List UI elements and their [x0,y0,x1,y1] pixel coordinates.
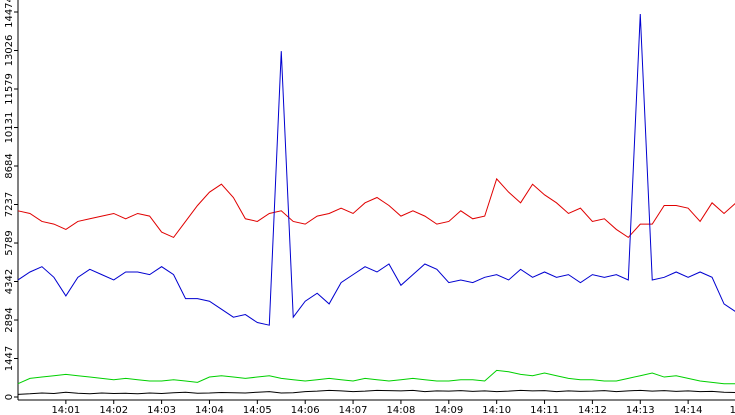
y-tick-label: 2894 [4,307,15,332]
series-line [17,369,735,385]
x-tick-label: 14:13 [626,405,655,415]
y-tick-label: 7237 [4,192,15,217]
x-tick-label: 14:14 [674,405,703,415]
x-tick-label: 14:03 [147,405,176,415]
x-tick-label: 14:05 [243,405,272,415]
series-line [17,13,735,326]
x-tick-label: 14:07 [339,405,368,415]
y-tick-label: 5789 [4,230,15,255]
y-tick-label: 11579 [4,73,15,105]
y-tick-label: 0 [4,394,15,400]
x-tick-label: 14 [730,405,735,415]
x-tick-label: 14:10 [482,405,511,415]
x-tick-label: 14:08 [387,405,416,415]
x-tick-label: 14:12 [578,405,607,415]
y-tick-label: 8684 [4,153,15,178]
y-tick-label: 13026 [4,35,15,67]
x-tick-label: 14:02 [99,405,128,415]
y-tick-label: 4342 [4,269,15,294]
y-tick-label: 1447 [4,346,15,371]
x-tick-label: 14:06 [291,405,320,415]
y-tick-label: 10131 [4,112,15,144]
x-tick-label: 14:01 [51,405,80,415]
x-tick-label: 14:09 [434,405,463,415]
series-line [17,389,735,395]
y-tick-label: 14474 [4,0,15,28]
x-tick-label: 14:04 [195,405,224,415]
series-line [17,177,735,239]
x-tick-label: 14:11 [530,405,559,415]
